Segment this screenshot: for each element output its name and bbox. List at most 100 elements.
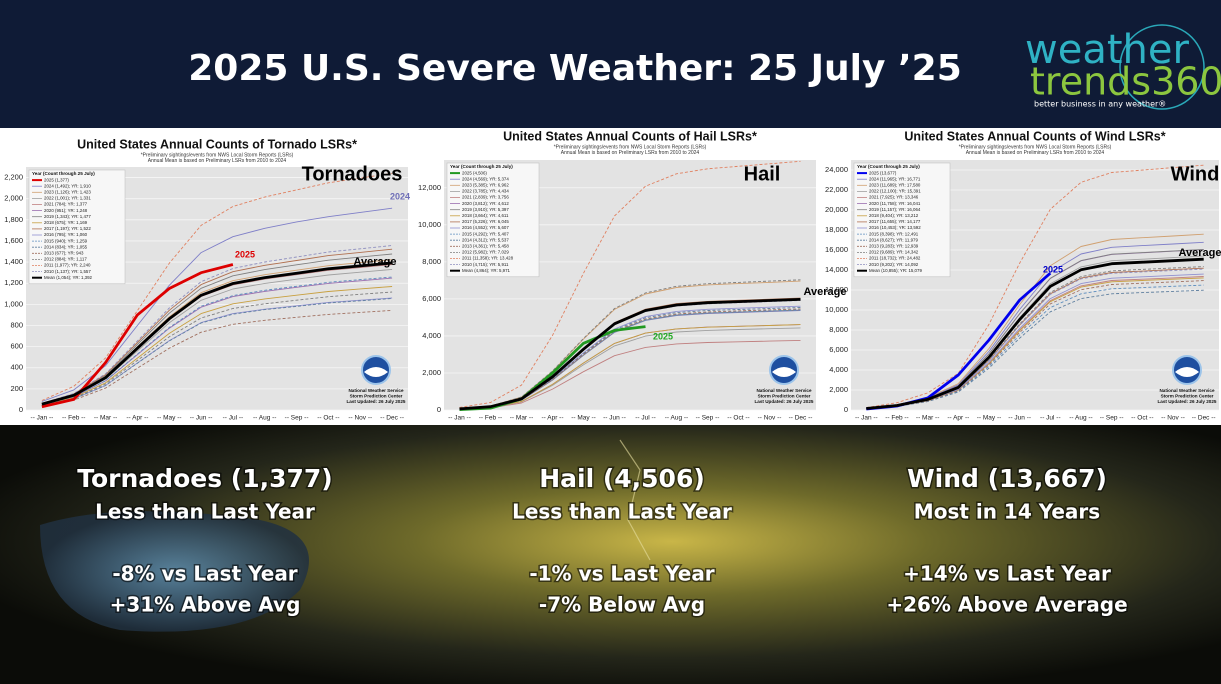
legend-label: 2018 (9,404); YR: 13,212 xyxy=(869,213,919,218)
chart-label: Wind xyxy=(1171,163,1220,185)
x-tick-label: -- Oct -- xyxy=(317,415,339,422)
logo-tagline: better business in any weather® xyxy=(1034,100,1166,109)
x-tick-label: -- Nov -- xyxy=(758,415,782,422)
credit: National Weather Service xyxy=(756,388,812,393)
legend-label: 2024 (11,965); YR: 16,771 xyxy=(869,176,921,181)
legend-label: 2015 (940); YR: 1,259 xyxy=(44,238,88,243)
annotation: 2025 xyxy=(1043,264,1063,274)
legend-label: 2011 (1,977); YR: 2,240 xyxy=(44,263,91,268)
legend-label: 2022 (3,785); YR: 4,434 xyxy=(462,189,509,194)
credit: National Weather Service xyxy=(348,388,404,393)
legend-label: 2019 (1,343); YR: 1,477 xyxy=(44,214,91,219)
x-tick-label: -- May -- xyxy=(977,415,1002,422)
x-tick-label: -- May -- xyxy=(571,415,596,422)
legend-box xyxy=(853,162,951,278)
legend-label: 2016 (795); YR: 1,060 xyxy=(44,232,88,237)
y-tick-label: 800 xyxy=(10,320,23,329)
legend-label: 2021 (784); YR: 1,377 xyxy=(44,202,88,207)
summary-line: +14% vs Last Year xyxy=(903,562,1111,586)
series-line xyxy=(459,324,801,410)
chart-subtitle: *Preliminary sightings/events from NWS L… xyxy=(554,144,707,150)
annotation: Average xyxy=(353,256,396,268)
legend-label: 2021 (7,925); YR: 13,346 xyxy=(869,195,919,200)
x-tick-label: -- Apr -- xyxy=(126,415,148,422)
y-tick-label: 2,200 xyxy=(4,173,23,182)
chart-label: Hail xyxy=(744,163,781,185)
chart-title: United States Annual Counts of Wind LSRs… xyxy=(904,129,1165,143)
x-tick-label: -- Aug -- xyxy=(253,415,276,422)
x-tick-label: -- Jun -- xyxy=(1008,415,1031,422)
y-tick-label: 14,000 xyxy=(825,265,848,274)
legend-label: 2017 (5,226); YR: 6,045 xyxy=(462,219,509,224)
y-tick-label: 16,000 xyxy=(825,245,848,254)
noaa-logo-bird xyxy=(772,367,796,377)
x-tick-label: -- Dec -- xyxy=(380,415,404,422)
x-tick-label: -- Jan -- xyxy=(448,415,471,422)
legend-label: 2014 (8,627); YR: 11,979 xyxy=(869,237,918,242)
x-tick-label: -- Oct -- xyxy=(727,415,749,422)
chart-subtitle: Annual Mean is based on Preliminary LSRs… xyxy=(561,150,700,156)
x-tick-label: -- Sep -- xyxy=(285,415,309,422)
y-tick-label: 20,000 xyxy=(825,205,848,214)
x-tick-label: -- Sep -- xyxy=(696,415,720,422)
legend-label: 2024 (4,569); YR: 5,374 xyxy=(462,176,509,181)
logo-text: weather xyxy=(1025,27,1189,73)
chart-label: Tornadoes xyxy=(302,163,403,185)
legend-label: 2025 (4,506) xyxy=(462,170,487,175)
legend-label: 2022 (1,001); YR: 1,331 xyxy=(44,196,91,201)
x-tick-label: -- Sep -- xyxy=(1100,415,1124,422)
summary-title: Hail (4,506) xyxy=(539,464,705,493)
annotation: 2025 xyxy=(235,249,255,259)
legend-label: 2011 (18,732); YR: 24,482 xyxy=(869,256,921,261)
y-tick-label: 0 xyxy=(437,405,441,414)
series-line xyxy=(41,263,234,409)
legend-label: 2023 (11,689); YR: 17,580 xyxy=(869,182,921,187)
y-tick-label: 12,000 xyxy=(418,183,441,192)
series-line xyxy=(459,339,801,410)
chart-subtitle: *Preliminary sightings/events from NWS L… xyxy=(141,152,294,158)
y-tick-label: 6,000 xyxy=(829,345,848,354)
legend-label: 2012 (5,982); YR: 7,029 xyxy=(462,250,509,255)
legend-label: 2017 (1,197); YR: 1,522 xyxy=(44,226,91,231)
chart-subtitle: Annual Mean is based on Preliminary LSRs… xyxy=(148,158,287,164)
lightning xyxy=(619,439,651,561)
y-tick-label: 6,000 xyxy=(422,294,441,303)
summary-title: Tornadoes (1,377) xyxy=(77,464,332,493)
x-tick-label: -- Feb -- xyxy=(62,415,85,422)
y-tick-label: 2,000 xyxy=(829,385,848,394)
series-line xyxy=(41,245,393,404)
y-tick-label: 18,000 xyxy=(825,225,848,234)
x-tick-label: -- Dec -- xyxy=(789,415,813,422)
y-tick-label: 1,400 xyxy=(4,257,23,266)
credit: National Weather Service xyxy=(1159,388,1215,393)
summary-subtitle: Most in 14 Years xyxy=(914,500,1100,524)
summaries: Tornadoes (1,377) Less than Last Year -8% … xyxy=(76,463,1129,619)
legend-label: 2019 (11,157); YR: 16,064 xyxy=(869,207,921,212)
series-line xyxy=(41,261,393,406)
legend-label: 2025 (1,377) xyxy=(44,177,69,182)
x-tick-label: -- Mar -- xyxy=(510,415,533,422)
summary-subtitle: Less than Last Year xyxy=(95,500,315,524)
legend-label: 2025 (13,677) xyxy=(869,170,897,175)
legend-box xyxy=(28,169,126,285)
slide-title: 2025 U.S. Severe Weather: 25 July ’25 xyxy=(188,48,962,89)
series-line xyxy=(41,276,393,406)
legend-label: 2023 (1,126); YR: 1,423 xyxy=(44,189,91,194)
legend-label: 2016 (10,453); YR: 13,592 xyxy=(869,225,921,230)
y-tick-label: 24,000 xyxy=(825,165,848,174)
legend-label: Mean (4,864); YR: 5,971 xyxy=(462,268,511,273)
y-tick-label: 0 xyxy=(844,405,848,414)
legend-title: Year (Count through 25 July) xyxy=(32,171,95,176)
legend-label: 2014 (834); YR: 1,055 xyxy=(44,244,88,249)
y-tick-label: 200 xyxy=(10,384,23,393)
legend-label: 2017 (11,655); YR: 14,177 xyxy=(869,219,921,224)
x-tick-label: -- Aug -- xyxy=(665,415,688,422)
legend-box xyxy=(446,162,540,278)
x-tick-label: -- Jun -- xyxy=(603,415,626,422)
legend-title: Year (Count through 25 July) xyxy=(857,164,920,169)
series-line xyxy=(41,253,393,405)
summary-line: +26% Above Average xyxy=(886,593,1127,617)
summary-line: -1% vs Last Year xyxy=(529,562,714,586)
y-tick-label: 1,000 xyxy=(4,299,23,308)
x-tick-label: -- Feb -- xyxy=(479,415,502,422)
